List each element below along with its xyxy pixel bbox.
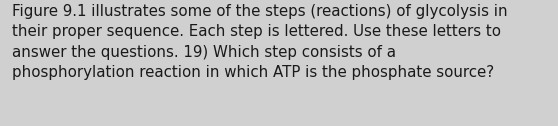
Text: Figure 9.1 illustrates some of the steps (reactions) of glycolysis in
their prop: Figure 9.1 illustrates some of the steps…	[12, 4, 508, 80]
